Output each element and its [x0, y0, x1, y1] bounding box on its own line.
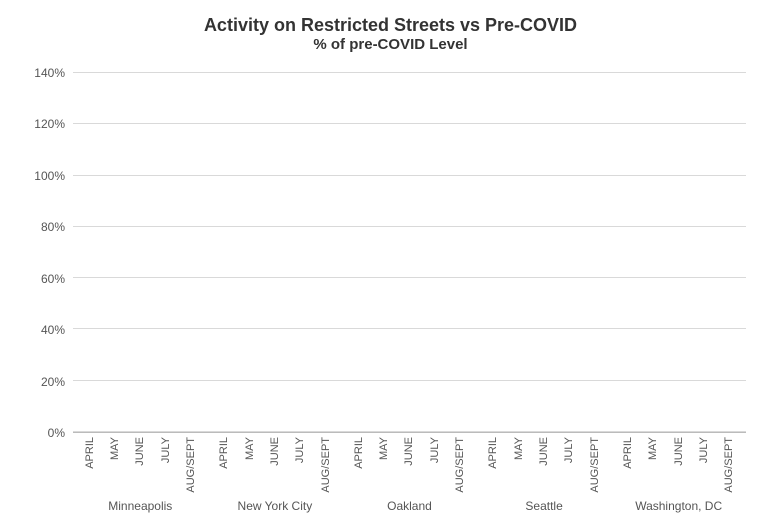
month-label-slot: MAY [506, 433, 531, 493]
month-label-slot: MAY [641, 433, 666, 493]
month-label-slot: AUG/SEPT [178, 433, 203, 493]
month-label: JULY [294, 437, 306, 463]
month-label-slot: JUNE [262, 433, 287, 493]
gridline [73, 277, 746, 278]
city-x-group: APRIL MAY JUNE JULY AUG/SEPT [477, 433, 612, 493]
gridline [73, 380, 746, 381]
gridline [73, 328, 746, 329]
month-label: APRIL [487, 437, 499, 469]
month-label: JUNE [134, 437, 146, 466]
month-label: JUNE [269, 437, 281, 466]
plot-area: 0%20%40%60%80%100%120%140% [25, 73, 766, 433]
city-label: Minneapolis [73, 499, 208, 513]
y-tick-label: 40% [25, 323, 65, 337]
y-tick-label: 140% [25, 66, 65, 80]
month-label: APRIL [84, 437, 96, 469]
month-label-slot: MAY [237, 433, 262, 493]
month-label-slot: APRIL [615, 433, 640, 493]
month-label-slot: JULY [557, 433, 582, 493]
month-label-slot: MAY [102, 433, 127, 493]
month-label-slot: MAY [372, 433, 397, 493]
month-label: JULY [160, 437, 172, 463]
y-tick-label: 20% [25, 375, 65, 389]
chart-container: Activity on Restricted Streets vs Pre-CO… [0, 0, 781, 531]
month-label-slot: APRIL [212, 433, 237, 493]
month-label-slot: APRIL [481, 433, 506, 493]
month-label: MAY [109, 437, 121, 460]
month-label-slot: APRIL [77, 433, 102, 493]
month-label-slot: AUG/SEPT [717, 433, 742, 493]
month-label-slot: JUNE [531, 433, 556, 493]
month-label: JUNE [673, 437, 685, 466]
month-label-slot: JUNE [666, 433, 691, 493]
y-tick-label: 100% [25, 169, 65, 183]
chart-title: Activity on Restricted Streets vs Pre-CO… [15, 15, 766, 36]
month-label: AUG/SEPT [320, 437, 332, 493]
gridline [73, 123, 746, 124]
city-group [477, 73, 612, 432]
month-label: JULY [563, 437, 575, 463]
month-label: MAY [378, 437, 390, 460]
gridline [73, 72, 746, 73]
x-axis: APRIL MAY JUNE JULY AUG/SEPT APRIL MAY JUNE JULY… [73, 433, 746, 493]
y-axis: 0%20%40%60%80%100%120%140% [25, 73, 73, 433]
city-x-group: APRIL MAY JUNE JULY AUG/SEPT [73, 433, 208, 493]
month-label-slot: AUG/SEPT [447, 433, 472, 493]
city-x-group: APRIL MAY JUNE JULY AUG/SEPT [342, 433, 477, 493]
city-label: Oakland [342, 499, 477, 513]
month-label: MAY [647, 437, 659, 460]
month-label-slot: JULY [422, 433, 447, 493]
gridline [73, 175, 746, 176]
y-tick-label: 120% [25, 117, 65, 131]
month-label-slot: JULY [153, 433, 178, 493]
month-label-slot: APRIL [346, 433, 371, 493]
city-group [342, 73, 477, 432]
month-label: JUNE [403, 437, 415, 466]
month-label-slot: JUNE [397, 433, 422, 493]
month-label-slot: JUNE [128, 433, 153, 493]
month-label-slot: JULY [691, 433, 716, 493]
city-x-group: APRIL MAY JUNE JULY AUG/SEPT [611, 433, 746, 493]
city-label: Washington, DC [611, 499, 746, 513]
month-label: APRIL [218, 437, 230, 469]
month-label-slot: AUG/SEPT [582, 433, 607, 493]
bars-layer [73, 73, 746, 432]
chart-subtitle: % of pre-COVID Level [15, 36, 766, 53]
city-group [208, 73, 343, 432]
month-label: AUG/SEPT [454, 437, 466, 493]
city-group [611, 73, 746, 432]
month-label: AUG/SEPT [589, 437, 601, 493]
month-label: JUNE [538, 437, 550, 466]
gridline [73, 226, 746, 227]
y-tick-label: 60% [25, 272, 65, 286]
city-x-group: APRIL MAY JUNE JULY AUG/SEPT [208, 433, 343, 493]
y-tick-label: 80% [25, 220, 65, 234]
y-tick-label: 0% [25, 426, 65, 440]
month-label: AUG/SEPT [723, 437, 735, 493]
month-label: AUG/SEPT [185, 437, 197, 493]
month-label: JULY [698, 437, 710, 463]
city-label-row: MinneapolisNew York CityOaklandSeattleWa… [73, 499, 746, 513]
month-label: MAY [244, 437, 256, 460]
city-label: New York City [208, 499, 343, 513]
month-label: APRIL [353, 437, 365, 469]
month-label-slot: JULY [288, 433, 313, 493]
month-label: MAY [513, 437, 525, 460]
city-label: Seattle [477, 499, 612, 513]
month-label: APRIL [622, 437, 634, 469]
grid-plot [73, 73, 746, 433]
month-label-slot: AUG/SEPT [313, 433, 338, 493]
month-label: JULY [429, 437, 441, 463]
city-group [73, 73, 208, 432]
gridline [73, 431, 746, 432]
